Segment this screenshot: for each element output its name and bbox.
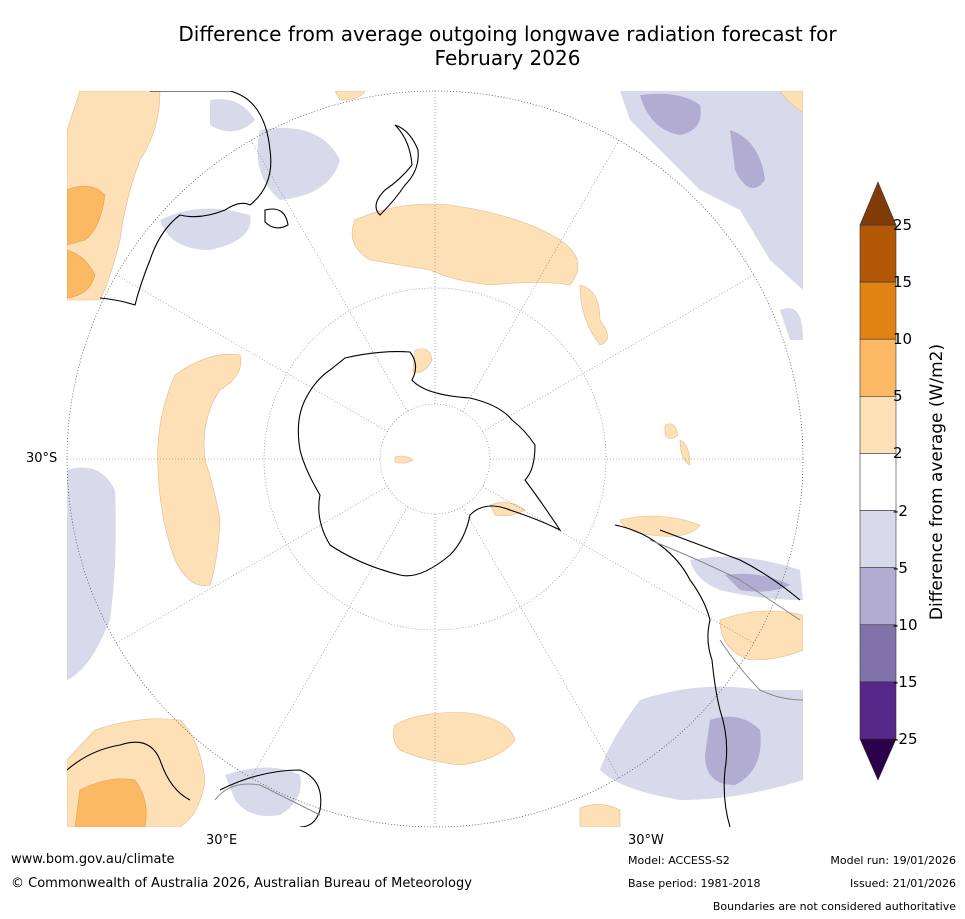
anomaly-region bbox=[74, 778, 147, 827]
anomaly-region bbox=[412, 348, 433, 373]
anomaly-region bbox=[334, 91, 366, 101]
anomaly-region bbox=[725, 573, 790, 592]
outer-parallel bbox=[66, 90, 804, 828]
australia-coastline bbox=[99, 91, 272, 306]
colorbar-title: Difference from average (W/m2) bbox=[927, 343, 947, 621]
moderate-negative-anomaly-areas bbox=[640, 93, 790, 785]
colorbar-tick-label: -15 bbox=[893, 672, 918, 691]
madagascar-coastline bbox=[219, 769, 322, 827]
anomaly-region bbox=[67, 467, 116, 680]
anomaly-region bbox=[393, 712, 516, 766]
map-title: Difference from average outgoing longwav… bbox=[60, 22, 955, 70]
anomaly-region bbox=[600, 686, 803, 800]
colorbar-band bbox=[859, 338, 897, 397]
meridian-line bbox=[116, 274, 388, 432]
colorbar-tick-label: -5 bbox=[893, 558, 908, 577]
positive-anomaly-areas bbox=[67, 91, 803, 827]
anomaly-region bbox=[67, 91, 161, 301]
parallel-line bbox=[263, 287, 607, 631]
anomaly-region bbox=[351, 203, 579, 286]
colorbar-tick-label: -2 bbox=[893, 501, 908, 520]
meridian-line bbox=[462, 506, 620, 778]
moderate-positive-anomaly-areas bbox=[67, 185, 147, 827]
anomaly-region bbox=[719, 610, 803, 661]
colorbar-band bbox=[859, 281, 897, 340]
map-panel bbox=[67, 91, 803, 827]
anomaly-region bbox=[394, 455, 414, 464]
base-period-label: Base period: 1981-2018 bbox=[628, 877, 761, 890]
colorbar-tick-label: -25 bbox=[893, 730, 918, 748]
meridian-line bbox=[482, 274, 754, 432]
antarctica-coastline bbox=[297, 351, 562, 577]
colorbar-bands bbox=[859, 224, 897, 740]
country-borders bbox=[214, 539, 803, 816]
anomaly-region bbox=[157, 353, 242, 587]
colorbar-band bbox=[859, 224, 897, 283]
website-link[interactable]: www.bom.gov.au/climate bbox=[11, 852, 175, 867]
anomaly-region bbox=[579, 284, 608, 346]
border-line bbox=[649, 539, 801, 621]
title-line-1: Difference from average outgoing longwav… bbox=[178, 22, 837, 46]
disclaimer-text: Boundaries are not considered authoritat… bbox=[712, 900, 956, 913]
title-line-2: February 2026 bbox=[434, 46, 581, 70]
colorbar-band bbox=[859, 453, 897, 511]
colorbar-tick-label: 10 bbox=[893, 330, 913, 349]
colorbar-band bbox=[859, 510, 897, 568]
issued-label: Issued: 21/01/2026 bbox=[849, 877, 956, 890]
colorbar-tick-label: 15 bbox=[893, 273, 913, 292]
anomaly-region bbox=[67, 249, 96, 299]
south-america-east-coastline bbox=[659, 529, 801, 601]
colorbar-band bbox=[859, 567, 897, 626]
anomaly-region bbox=[679, 439, 691, 466]
model-run-label: Model run: 19/01/2026 bbox=[830, 854, 956, 867]
south-america-coastline bbox=[614, 524, 731, 827]
anomaly-region bbox=[620, 91, 803, 290]
latitude-label-30s: 30°S bbox=[26, 451, 58, 466]
anomaly-region bbox=[730, 130, 765, 188]
model-label: Model: ACCESS-S2 bbox=[628, 854, 730, 867]
meridians bbox=[67, 91, 803, 827]
meridian-line bbox=[116, 486, 388, 644]
border-line bbox=[719, 639, 803, 701]
meridian-line bbox=[482, 486, 754, 644]
africa-coastline bbox=[67, 741, 191, 801]
border-line bbox=[214, 783, 321, 816]
anomaly-region bbox=[664, 423, 679, 439]
longitude-label-30e: 30°E bbox=[206, 833, 238, 848]
anomaly-region bbox=[67, 185, 106, 246]
anomaly-region bbox=[257, 128, 340, 200]
meridian-line bbox=[250, 140, 408, 412]
colorbar-min-extension bbox=[859, 738, 897, 781]
colorbar bbox=[859, 181, 897, 781]
anomaly-region bbox=[579, 804, 621, 827]
colorbar-tick-label: 5 bbox=[893, 387, 903, 406]
new-zealand-coastline bbox=[375, 124, 419, 216]
copyright-text: © Commonwealth of Australia 2026, Austra… bbox=[11, 876, 472, 891]
colorbar-tick-label: 25 bbox=[893, 216, 913, 234]
tasmania-coastline bbox=[264, 208, 289, 229]
meridian-line bbox=[250, 506, 408, 778]
colorbar-band bbox=[859, 624, 897, 683]
longitude-label-30w: 30°W bbox=[628, 833, 664, 848]
coastlines bbox=[67, 91, 801, 827]
anomaly-region bbox=[780, 308, 803, 340]
anomaly-region bbox=[640, 93, 701, 135]
anomaly-region bbox=[210, 99, 255, 132]
colorbar-max-extension bbox=[859, 181, 897, 226]
anomaly-region bbox=[705, 716, 761, 785]
meridian-line bbox=[462, 140, 620, 412]
colorbar-band bbox=[859, 681, 897, 740]
anomaly-region bbox=[619, 515, 701, 537]
colorbar-tick-label: 2 bbox=[893, 444, 903, 463]
colorbar-tick-label: -10 bbox=[893, 615, 918, 634]
negative-anomaly-areas bbox=[67, 91, 803, 816]
colorbar-band bbox=[859, 396, 897, 454]
anomaly-region bbox=[160, 208, 251, 250]
anomaly-region bbox=[779, 91, 803, 113]
